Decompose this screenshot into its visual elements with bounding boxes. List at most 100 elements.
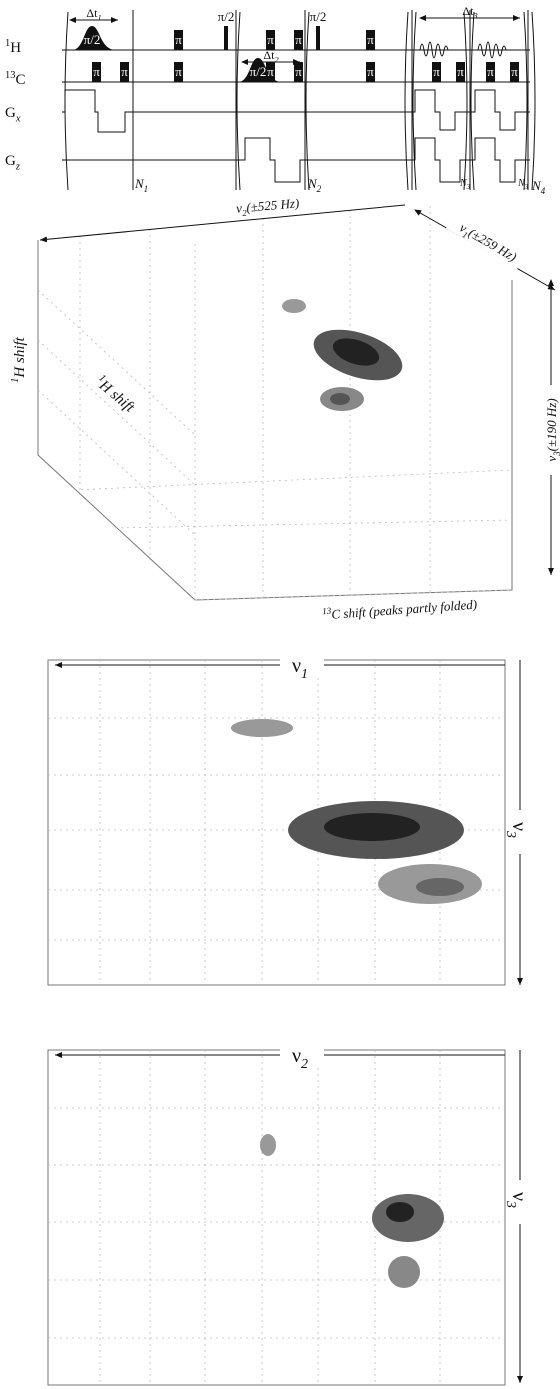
loop-dividers xyxy=(64,10,536,191)
axis-label-main: ν xyxy=(235,200,242,215)
label-background xyxy=(541,385,560,475)
axis-label: 1H shift xyxy=(92,373,139,417)
acquisition-wiggles xyxy=(419,41,507,59)
label-background xyxy=(445,212,527,270)
loop-label-sub: 3 xyxy=(466,183,471,191)
channel-label-main: G xyxy=(5,105,16,121)
loop-label-main: N xyxy=(517,178,526,189)
pulse-label: π xyxy=(487,64,494,79)
axis-label: 13C shift (peaks partly folded) xyxy=(322,595,478,622)
pulse-label: π/2 xyxy=(250,64,267,79)
pulse xyxy=(366,62,375,82)
pulse-label: π xyxy=(93,64,100,79)
channel-label-sup: 13 xyxy=(5,70,16,81)
delay-label-sub: 3 xyxy=(472,12,477,21)
label-background xyxy=(280,656,324,674)
pulse xyxy=(266,62,275,82)
label-background xyxy=(224,191,316,218)
axis-label-rest: (±190 Hz) xyxy=(544,398,559,451)
pulse xyxy=(366,30,375,50)
axis-label: ν2 xyxy=(292,1045,308,1072)
axis-label-sub: 1 xyxy=(301,667,308,682)
axis-label-sup: 1 xyxy=(96,373,107,385)
delay-label-sub: 2 xyxy=(274,56,278,65)
axis-label-rest: (±259 Hz) xyxy=(466,225,519,264)
pulse xyxy=(486,62,495,82)
pulse xyxy=(294,62,303,82)
pulse-label: π xyxy=(511,64,518,79)
axis-label-main: ν xyxy=(292,655,301,677)
axis-label-main: C shift (peaks partly folded) xyxy=(331,597,478,622)
axis-label-sup: 1 xyxy=(10,378,21,383)
channel-label-sub: x xyxy=(15,114,21,125)
pulse-label: π xyxy=(267,32,274,47)
loop-label-sub: 3 xyxy=(524,183,529,191)
loop-label-main: N xyxy=(531,178,542,193)
loop-label-sub: 4 xyxy=(541,186,546,196)
axis-label: ν3 xyxy=(503,822,530,838)
pulse-label: π/2 xyxy=(84,32,101,47)
loop-label: N1 xyxy=(134,176,148,194)
delay-label: Δt3 xyxy=(462,4,477,21)
pulse xyxy=(92,62,101,82)
axis-label-sub: 1 xyxy=(461,230,470,241)
axis-label-main: H shift xyxy=(95,377,138,416)
pulse-label: π xyxy=(121,64,128,79)
axis-label-sub: 2 xyxy=(242,208,248,218)
pulse-label: π xyxy=(175,64,182,79)
axis-label-sup: 13 xyxy=(322,606,332,617)
label-background xyxy=(280,1046,324,1064)
axis-label-rest: (±525 Hz) xyxy=(246,195,300,215)
delay-label: Δt1 xyxy=(86,6,101,23)
pulse-label: π xyxy=(295,64,302,79)
axis-label: ν1(±259 Hz) xyxy=(456,220,520,267)
pulse xyxy=(456,62,465,82)
loop-label-sub: 1 xyxy=(144,184,149,194)
channel-label-main: C xyxy=(16,72,26,88)
label-background xyxy=(510,1180,530,1224)
projection-1-peaks xyxy=(231,719,482,904)
axis-label: ν3(±190 Hz) xyxy=(544,398,560,461)
loop-label: N4 xyxy=(531,178,546,196)
pulse-label: π xyxy=(457,64,464,79)
axis-label-main: H shift xyxy=(12,336,28,378)
pulse xyxy=(174,30,183,50)
pulse-label: π xyxy=(433,64,440,79)
axis-label: ν2(±525 Hz) xyxy=(235,195,300,218)
axis-label-main: ν xyxy=(508,822,530,831)
channel-label-main: G xyxy=(5,153,16,169)
delay-label-sub: 1 xyxy=(97,14,101,23)
pulse xyxy=(120,62,129,82)
pulse-label: π xyxy=(367,32,374,47)
pulse-label: π xyxy=(295,32,302,47)
pulse xyxy=(224,26,228,50)
loop-label-main: N xyxy=(134,176,145,191)
pulse xyxy=(294,30,303,50)
axis-label-main: ν xyxy=(508,1192,530,1201)
loop-label-main: N xyxy=(459,178,468,189)
channel-label-sup: 1 xyxy=(5,38,10,49)
projection-2-peaks xyxy=(260,1134,444,1288)
pulse-label: π xyxy=(367,64,374,79)
shaped-pulse xyxy=(238,58,282,82)
axis-label-sub: 3 xyxy=(552,451,560,457)
pulse-label: π/2 xyxy=(310,9,327,24)
channel-label: Gx xyxy=(5,105,21,125)
axis-label: ν3 xyxy=(503,1192,530,1208)
pulse-label: π/2 xyxy=(218,9,235,24)
pulse xyxy=(316,26,320,50)
pulse xyxy=(266,30,275,50)
shaped-pulse xyxy=(72,26,116,50)
channel-label: 1H xyxy=(5,38,21,56)
axis-label-sub: 2 xyxy=(301,1057,308,1072)
pulse xyxy=(432,62,441,82)
axis-label: ν1 xyxy=(292,655,308,682)
delay-label-main: Δt xyxy=(462,4,474,18)
delay-label: Δt2 xyxy=(263,48,278,65)
delay-label-main: Δt xyxy=(263,48,275,62)
pulse xyxy=(174,62,183,82)
label-background xyxy=(510,810,530,854)
loop-label-main: N xyxy=(307,176,318,191)
cube-peaks xyxy=(282,299,403,411)
